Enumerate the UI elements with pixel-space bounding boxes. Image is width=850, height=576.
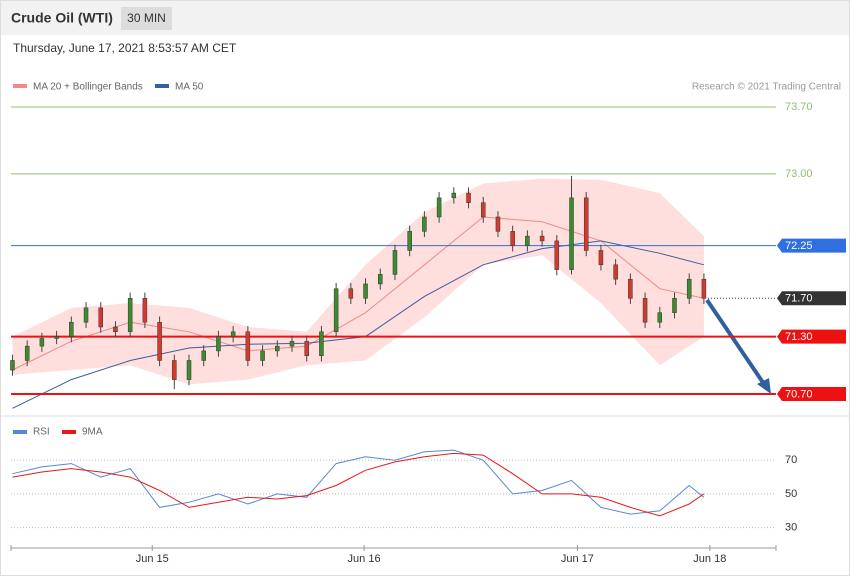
candle-body (260, 350, 265, 361)
candle-body (466, 192, 471, 203)
candle-body (701, 278, 707, 299)
timeframe[interactable]: 30 MIN (127, 11, 166, 25)
candle-body (172, 360, 177, 380)
credit: Research © 2021 Trading Central (692, 82, 841, 93)
candle-body (392, 250, 398, 275)
candle-body (378, 274, 383, 285)
candle-body (142, 298, 148, 323)
candle-body (113, 326, 118, 333)
level-label-box (777, 386, 846, 401)
candle-body (407, 231, 412, 251)
rsi-tick-label: 50 (785, 488, 797, 500)
candle-body (98, 307, 103, 328)
forecast-arrow (705, 298, 766, 386)
candle-body (451, 192, 457, 199)
candle-body (83, 307, 89, 323)
legend-swatch (155, 84, 169, 88)
candle-body (672, 298, 677, 313)
level-label: 73.00 (785, 168, 813, 180)
candle-body (157, 321, 162, 361)
candle-body (657, 312, 663, 323)
legend-label: 9MA (82, 427, 103, 438)
candle-body (686, 278, 692, 299)
candle-body (39, 338, 45, 347)
candle-body (275, 345, 280, 352)
candle-body (539, 235, 545, 242)
candle-body (127, 298, 133, 333)
timestamp: Thursday, June 17, 2021 8:53:57 AM CET (13, 41, 237, 55)
candle-body (201, 350, 206, 361)
candle-body (598, 250, 604, 266)
rsi-tick-label: 70 (785, 454, 797, 466)
candle-body (333, 288, 339, 333)
candle-body (613, 264, 618, 280)
level-label: 71.70 (785, 293, 813, 305)
candle-body (69, 321, 74, 337)
timeframe-badge[interactable] (121, 7, 172, 30)
candle-body (216, 336, 221, 352)
legend-swatch (13, 84, 27, 88)
x-tick-label: Jun 15 (136, 553, 169, 565)
candle-body (304, 341, 309, 356)
legend-label: MA 20 + Bollinger Bands (33, 82, 143, 93)
forecast-arrowhead (757, 378, 771, 394)
candle-body (436, 197, 442, 218)
legend-swatch (13, 430, 27, 434)
level-label-box (777, 329, 846, 344)
candle-body (289, 341, 295, 347)
level-label-box (777, 238, 846, 253)
candle-body (245, 331, 251, 361)
candle-body (495, 216, 501, 232)
candle-body (510, 231, 515, 246)
candle-body (230, 331, 236, 337)
legend-swatch (62, 430, 76, 434)
level-label-box (777, 291, 846, 306)
candle-body (583, 197, 589, 251)
candle-body (628, 278, 633, 299)
legend-label: MA 50 (175, 82, 204, 93)
candle-body (54, 336, 59, 339)
legend-label: RSI (33, 427, 50, 438)
candle-body (525, 235, 530, 246)
x-tick-label: Jun 16 (348, 553, 381, 565)
level-label: 72.25 (785, 240, 813, 252)
candle-body (480, 202, 486, 218)
bollinger-band (12, 178, 704, 385)
rsi-line (12, 452, 705, 517)
candle-body (10, 360, 15, 371)
x-tick-label: Jun 17 (561, 553, 594, 565)
candle-body (569, 197, 574, 270)
candle-body (319, 331, 324, 356)
x-tick-label: Jun 18 (693, 553, 726, 565)
candle-body (24, 345, 30, 361)
candle-body (363, 283, 368, 299)
candle-body (422, 216, 427, 232)
rsi-line (12, 449, 705, 515)
level-label: 73.70 (785, 101, 813, 113)
level-label: 71.30 (785, 331, 813, 343)
candle-body (348, 288, 354, 299)
candle-body (642, 298, 648, 323)
level-label: 70.70 (785, 388, 813, 400)
candle-body (186, 360, 192, 380)
rsi-tick-label: 30 (785, 522, 797, 534)
instrument-title: Crude Oil (WTI) (11, 10, 113, 26)
candle-body (554, 240, 560, 270)
